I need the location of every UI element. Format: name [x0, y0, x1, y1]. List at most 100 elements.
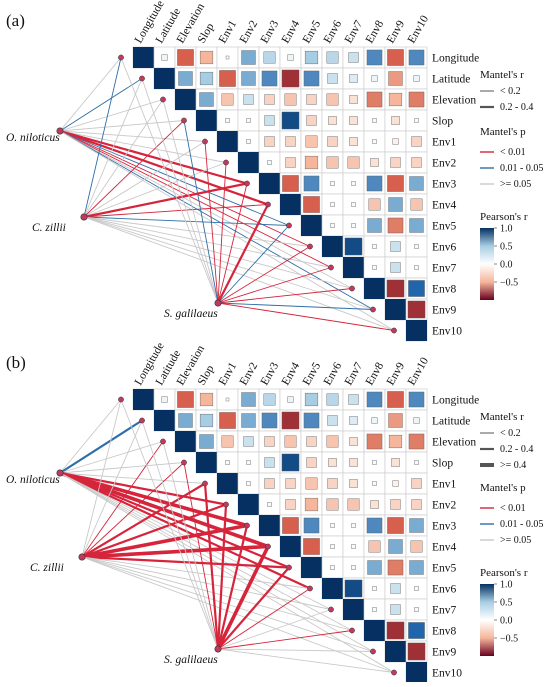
- variable-node: [223, 501, 229, 508]
- heatmap-cell: [261, 70, 278, 87]
- heatmap-cell: [238, 152, 259, 173]
- heatmap-cell: [281, 411, 300, 430]
- heatmap-cell: [409, 560, 424, 575]
- column-label: Env3: [259, 18, 282, 45]
- mantel-link: [58, 471, 249, 528]
- heatmap-cell: [267, 502, 272, 507]
- column-label: Env8: [364, 18, 387, 45]
- mantel-link: [83, 216, 353, 289]
- species-node: [78, 553, 86, 561]
- mantel-link: [59, 472, 395, 673]
- mantel-link: [80, 544, 270, 559]
- species-label: C. zillii: [30, 562, 64, 574]
- heatmap-cell: [199, 434, 214, 449]
- heatmap-cell: [285, 157, 296, 168]
- heatmap-cell: [327, 415, 338, 426]
- heatmap-cell: [264, 457, 275, 468]
- heatmap-cell: [306, 115, 317, 126]
- mantel-link: [162, 99, 219, 304]
- legend-mantel-r-label: < 0.2: [500, 428, 521, 439]
- variable-node: [328, 606, 334, 613]
- row-label: Env9: [432, 647, 457, 659]
- heatmap-cell: [413, 417, 420, 424]
- mantel-link: [59, 130, 206, 142]
- heatmap-cell: [327, 478, 338, 489]
- heatmap-cell: [366, 391, 383, 408]
- heatmap-cell: [328, 458, 337, 467]
- heatmap-cell: [264, 94, 275, 105]
- heatmap-cell: [408, 49, 425, 66]
- heatmap-cell: [348, 52, 359, 63]
- heatmap-cell: [409, 218, 424, 233]
- heatmap-cell: [263, 51, 276, 64]
- colorbar-tick-label: 1.0: [500, 224, 513, 235]
- heatmap-cell: [303, 538, 320, 555]
- legend-mantel-r-label: < 0.2: [500, 86, 521, 97]
- row-label: Env6: [432, 584, 457, 596]
- heatmap-cell: [414, 118, 419, 123]
- heatmap-cell: [285, 478, 296, 489]
- heatmap-cell: [390, 583, 401, 594]
- heatmap-cell: [246, 139, 251, 144]
- legend-mantel-p-label: < 0.01: [500, 503, 526, 514]
- species-node: [80, 213, 88, 221]
- row-label: Env4: [432, 542, 457, 554]
- heatmap-cell: [408, 622, 425, 639]
- mantel-link: [83, 120, 185, 218]
- heatmap-cell: [409, 176, 424, 191]
- mantel-link: [58, 129, 270, 206]
- heatmap-cell: [217, 131, 238, 152]
- colorbar-tick-label: 0.5: [500, 242, 513, 253]
- heatmap-cell: [264, 478, 275, 489]
- row-label: Latitude: [432, 416, 470, 428]
- variable-node: [370, 648, 376, 655]
- mantel-link: [183, 462, 219, 650]
- mantel-link: [203, 482, 220, 651]
- row-label: Env4: [432, 200, 457, 212]
- heatmap-cell: [241, 392, 256, 407]
- heatmap-cell: [390, 499, 401, 510]
- heatmap-cell: [349, 137, 358, 146]
- heatmap-cell: [261, 412, 278, 429]
- legend-mantel-p-label: 0.01 - 0.05: [500, 163, 543, 174]
- heatmap-cell: [367, 218, 382, 233]
- heatmap-cell: [161, 54, 168, 61]
- mantel-link: [81, 556, 395, 673]
- variable-node: [202, 138, 208, 145]
- mantel-link: [58, 471, 228, 506]
- mantel-link: [58, 471, 312, 590]
- heatmap-cell: [241, 413, 256, 428]
- heatmap-cell: [366, 433, 383, 450]
- heatmap-cell: [327, 136, 338, 147]
- legend-title-pearson: Pearson's r: [480, 567, 528, 579]
- heatmap-cell: [225, 55, 230, 60]
- heatmap-cell: [301, 215, 322, 236]
- mantel-link: [217, 288, 353, 304]
- column-label: Env1: [217, 360, 240, 387]
- heatmap-cell: [196, 110, 217, 131]
- heatmap-cell: [387, 49, 404, 66]
- heatmap-cell: [408, 280, 425, 297]
- heatmap-cell: [392, 138, 399, 145]
- heatmap-cell: [364, 620, 385, 641]
- species-label: O. niloticus: [6, 132, 60, 144]
- variable-node: [118, 54, 124, 61]
- column-label: Env9: [385, 360, 408, 387]
- row-label: Env2: [432, 158, 457, 170]
- mantel-link: [162, 441, 219, 650]
- heatmap-cell: [326, 93, 339, 106]
- heatmap-cell: [280, 194, 301, 215]
- heatmap-cell: [372, 607, 377, 612]
- heatmap-cell: [263, 393, 276, 406]
- heatmap-cell: [390, 157, 401, 168]
- mantel-link: [59, 472, 206, 484]
- mantel-link: [81, 462, 185, 558]
- panel-label: (b): [6, 353, 26, 372]
- heatmap-cell: [372, 265, 377, 270]
- row-label: Longitude: [432, 395, 479, 407]
- heatmap-cell: [177, 49, 194, 66]
- heatmap-cell: [330, 181, 335, 186]
- heatmap-cell: [178, 413, 193, 428]
